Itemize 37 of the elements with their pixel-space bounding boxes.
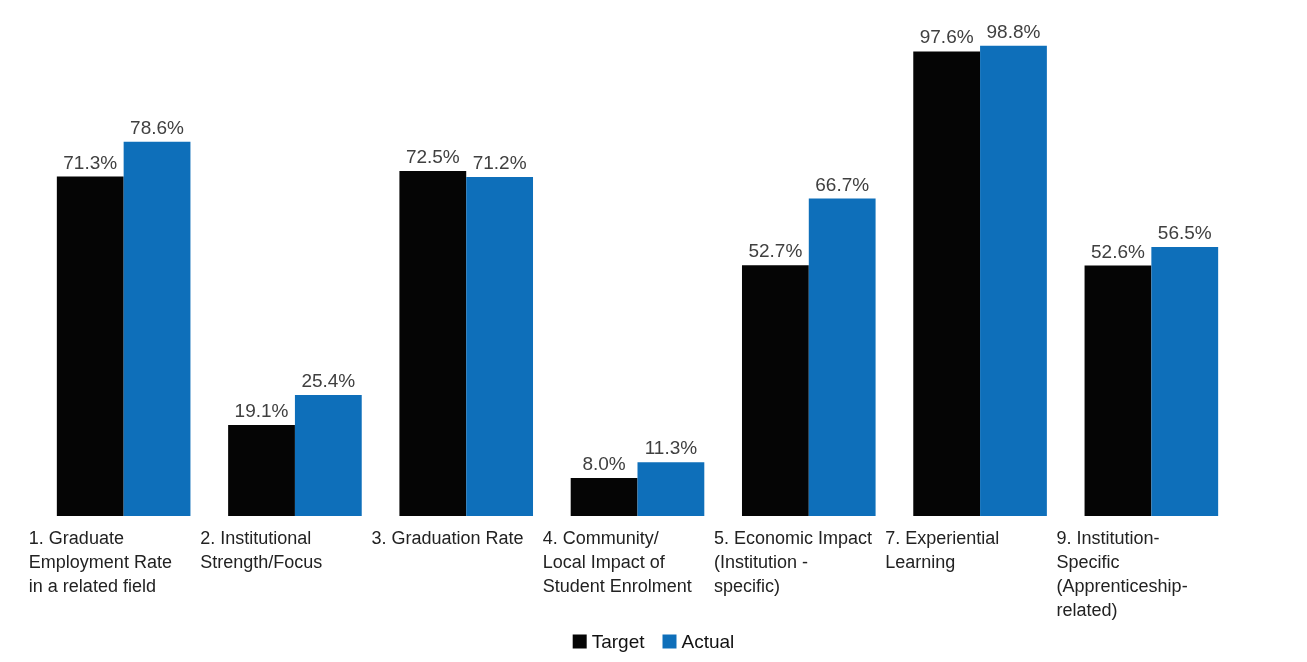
data-label: 8.0% bbox=[582, 452, 626, 474]
legend-label: Actual bbox=[681, 631, 735, 652]
bar bbox=[123, 141, 191, 516]
bar bbox=[741, 265, 809, 516]
bar bbox=[466, 177, 534, 516]
bar bbox=[808, 198, 876, 516]
bar bbox=[56, 176, 124, 516]
data-label: 97.6% bbox=[919, 26, 974, 48]
x-tick-label: 3. Graduation Rate bbox=[371, 528, 524, 548]
data-label: 56.5% bbox=[1157, 222, 1212, 244]
data-label: 98.8% bbox=[986, 20, 1041, 42]
bar bbox=[980, 45, 1047, 516]
data-label: 71.2% bbox=[472, 152, 527, 174]
data-label: 66.7% bbox=[815, 173, 870, 195]
bar bbox=[228, 425, 295, 516]
x-tick-label: 1. Graduate Employment Rate in a related field bbox=[28, 528, 172, 596]
x-tick-label: 2. Institutional Strength/Focus bbox=[200, 528, 323, 572]
data-label: 19.1% bbox=[234, 400, 289, 422]
data-label: 52.7% bbox=[748, 240, 803, 262]
data-label: 25.4% bbox=[301, 370, 356, 392]
data-label: 11.3% bbox=[644, 437, 698, 459]
legend-label: Target bbox=[591, 631, 646, 652]
x-tick-label: 7. Experiential Learning bbox=[885, 528, 1000, 572]
x-tick-label: 4. Community/ Local Impact of Student Enrolment bbox=[542, 528, 692, 596]
bar bbox=[637, 462, 705, 516]
bar bbox=[294, 395, 362, 516]
bar bbox=[913, 51, 981, 516]
x-tick-label: 9. Institution-Specific (Apprenticeship-related) bbox=[1056, 528, 1188, 620]
bar bbox=[570, 477, 638, 516]
x-tick-label: 5. Economic Impact (Institution -specific) bbox=[713, 528, 873, 596]
bar bbox=[1084, 265, 1152, 516]
bar bbox=[1151, 247, 1219, 516]
data-label: 78.6% bbox=[130, 116, 185, 138]
data-label: 72.5% bbox=[405, 145, 460, 167]
data-label: 52.6% bbox=[1091, 240, 1145, 262]
data-label: 71.3% bbox=[63, 151, 118, 173]
bar bbox=[399, 170, 467, 516]
